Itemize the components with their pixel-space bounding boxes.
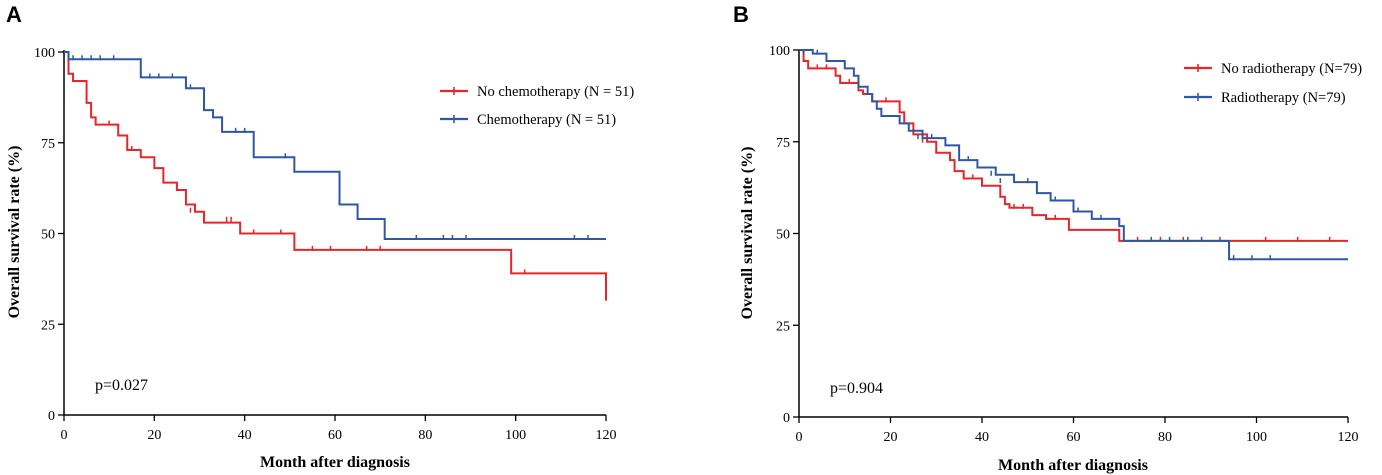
panel-letter-b: B xyxy=(733,2,749,27)
legend-label-no-chemotherapy: No chemotherapy (N = 51) xyxy=(477,84,634,100)
x-tick-label-b-20: 20 xyxy=(884,430,898,445)
panel-a: A 0 25 50 75 100 0 20 40 60 80 100 120 Month after… xyxy=(6,2,634,471)
y-tick-label-b-25: 25 xyxy=(776,319,790,334)
y-tick-label-a-50: 50 xyxy=(41,228,55,243)
y-ticks-b: 0 25 50 75 100 xyxy=(769,44,799,426)
x-tick-label-a-80: 80 xyxy=(418,428,432,443)
x-tick-label-a-60: 60 xyxy=(328,428,342,443)
x-tick-label-a-0: 0 xyxy=(61,428,68,443)
x-axis-title-a: Month after diagnosis xyxy=(260,454,410,471)
x-tick-label-a-20: 20 xyxy=(147,428,161,443)
series-group-a xyxy=(64,51,607,301)
x-tick-label-a-120: 120 xyxy=(596,428,617,443)
x-tick-label-b-0: 0 xyxy=(796,430,803,445)
x-tick-label-b-120: 120 xyxy=(1338,430,1359,445)
x-ticks-a: 0 20 40 60 80 100 120 xyxy=(61,415,617,443)
km-curve-a-0 xyxy=(64,51,607,301)
y-tick-label-a-100: 100 xyxy=(34,46,55,61)
x-axis-title-b: Month after diagnosis xyxy=(998,457,1148,474)
y-tick-label-a-25: 25 xyxy=(41,318,55,333)
x-ticks-b: 0 20 40 60 80 100 120 xyxy=(796,417,1359,445)
x-tick-label-b-100: 100 xyxy=(1246,430,1267,445)
y-ticks-a: 0 25 50 75 100 xyxy=(34,46,64,424)
p-value-b: p=0.904 xyxy=(830,380,883,397)
y-tick-label-b-75: 75 xyxy=(776,136,790,151)
y-tick-label-a-75: 75 xyxy=(41,137,55,152)
x-tick-label-a-100: 100 xyxy=(505,428,526,443)
km-curve-b-1 xyxy=(799,49,1348,261)
x-tick-label-b-60: 60 xyxy=(1067,430,1081,445)
y-axis-title-b: Overall survival rate (%) xyxy=(739,147,756,320)
legend-b: No radiotherapy (N=79) Radiotherapy (N=7… xyxy=(1184,61,1362,106)
km-curve-b-0 xyxy=(799,49,1348,242)
y-tick-label-b-100: 100 xyxy=(769,44,790,59)
panel-letter-a: A xyxy=(6,2,22,27)
y-tick-label-b-50: 50 xyxy=(776,228,790,243)
series-group-b xyxy=(799,49,1348,261)
y-tick-label-b-0: 0 xyxy=(783,411,790,426)
y-tick-label-a-0: 0 xyxy=(48,409,55,424)
x-tick-label-b-40: 40 xyxy=(975,430,989,445)
p-value-a: p=0.027 xyxy=(95,377,148,394)
km-curve-a-1 xyxy=(64,51,606,240)
legend-label-radiotherapy: Radiotherapy (N=79) xyxy=(1221,90,1346,106)
x-tick-label-b-80: 80 xyxy=(1158,430,1172,445)
legend-label-no-radiotherapy: No radiotherapy (N=79) xyxy=(1221,61,1362,77)
panel-b: B 0 25 50 75 100 0 20 40 60 80 100 120 Month after… xyxy=(733,2,1362,474)
legend-a: No chemotherapy (N = 51) Chemotherapy (N… xyxy=(440,84,634,128)
legend-label-chemotherapy: Chemotherapy (N = 51) xyxy=(477,112,616,128)
y-axis-title-a: Overall survival rate (%) xyxy=(6,146,23,319)
x-tick-label-a-40: 40 xyxy=(238,428,252,443)
